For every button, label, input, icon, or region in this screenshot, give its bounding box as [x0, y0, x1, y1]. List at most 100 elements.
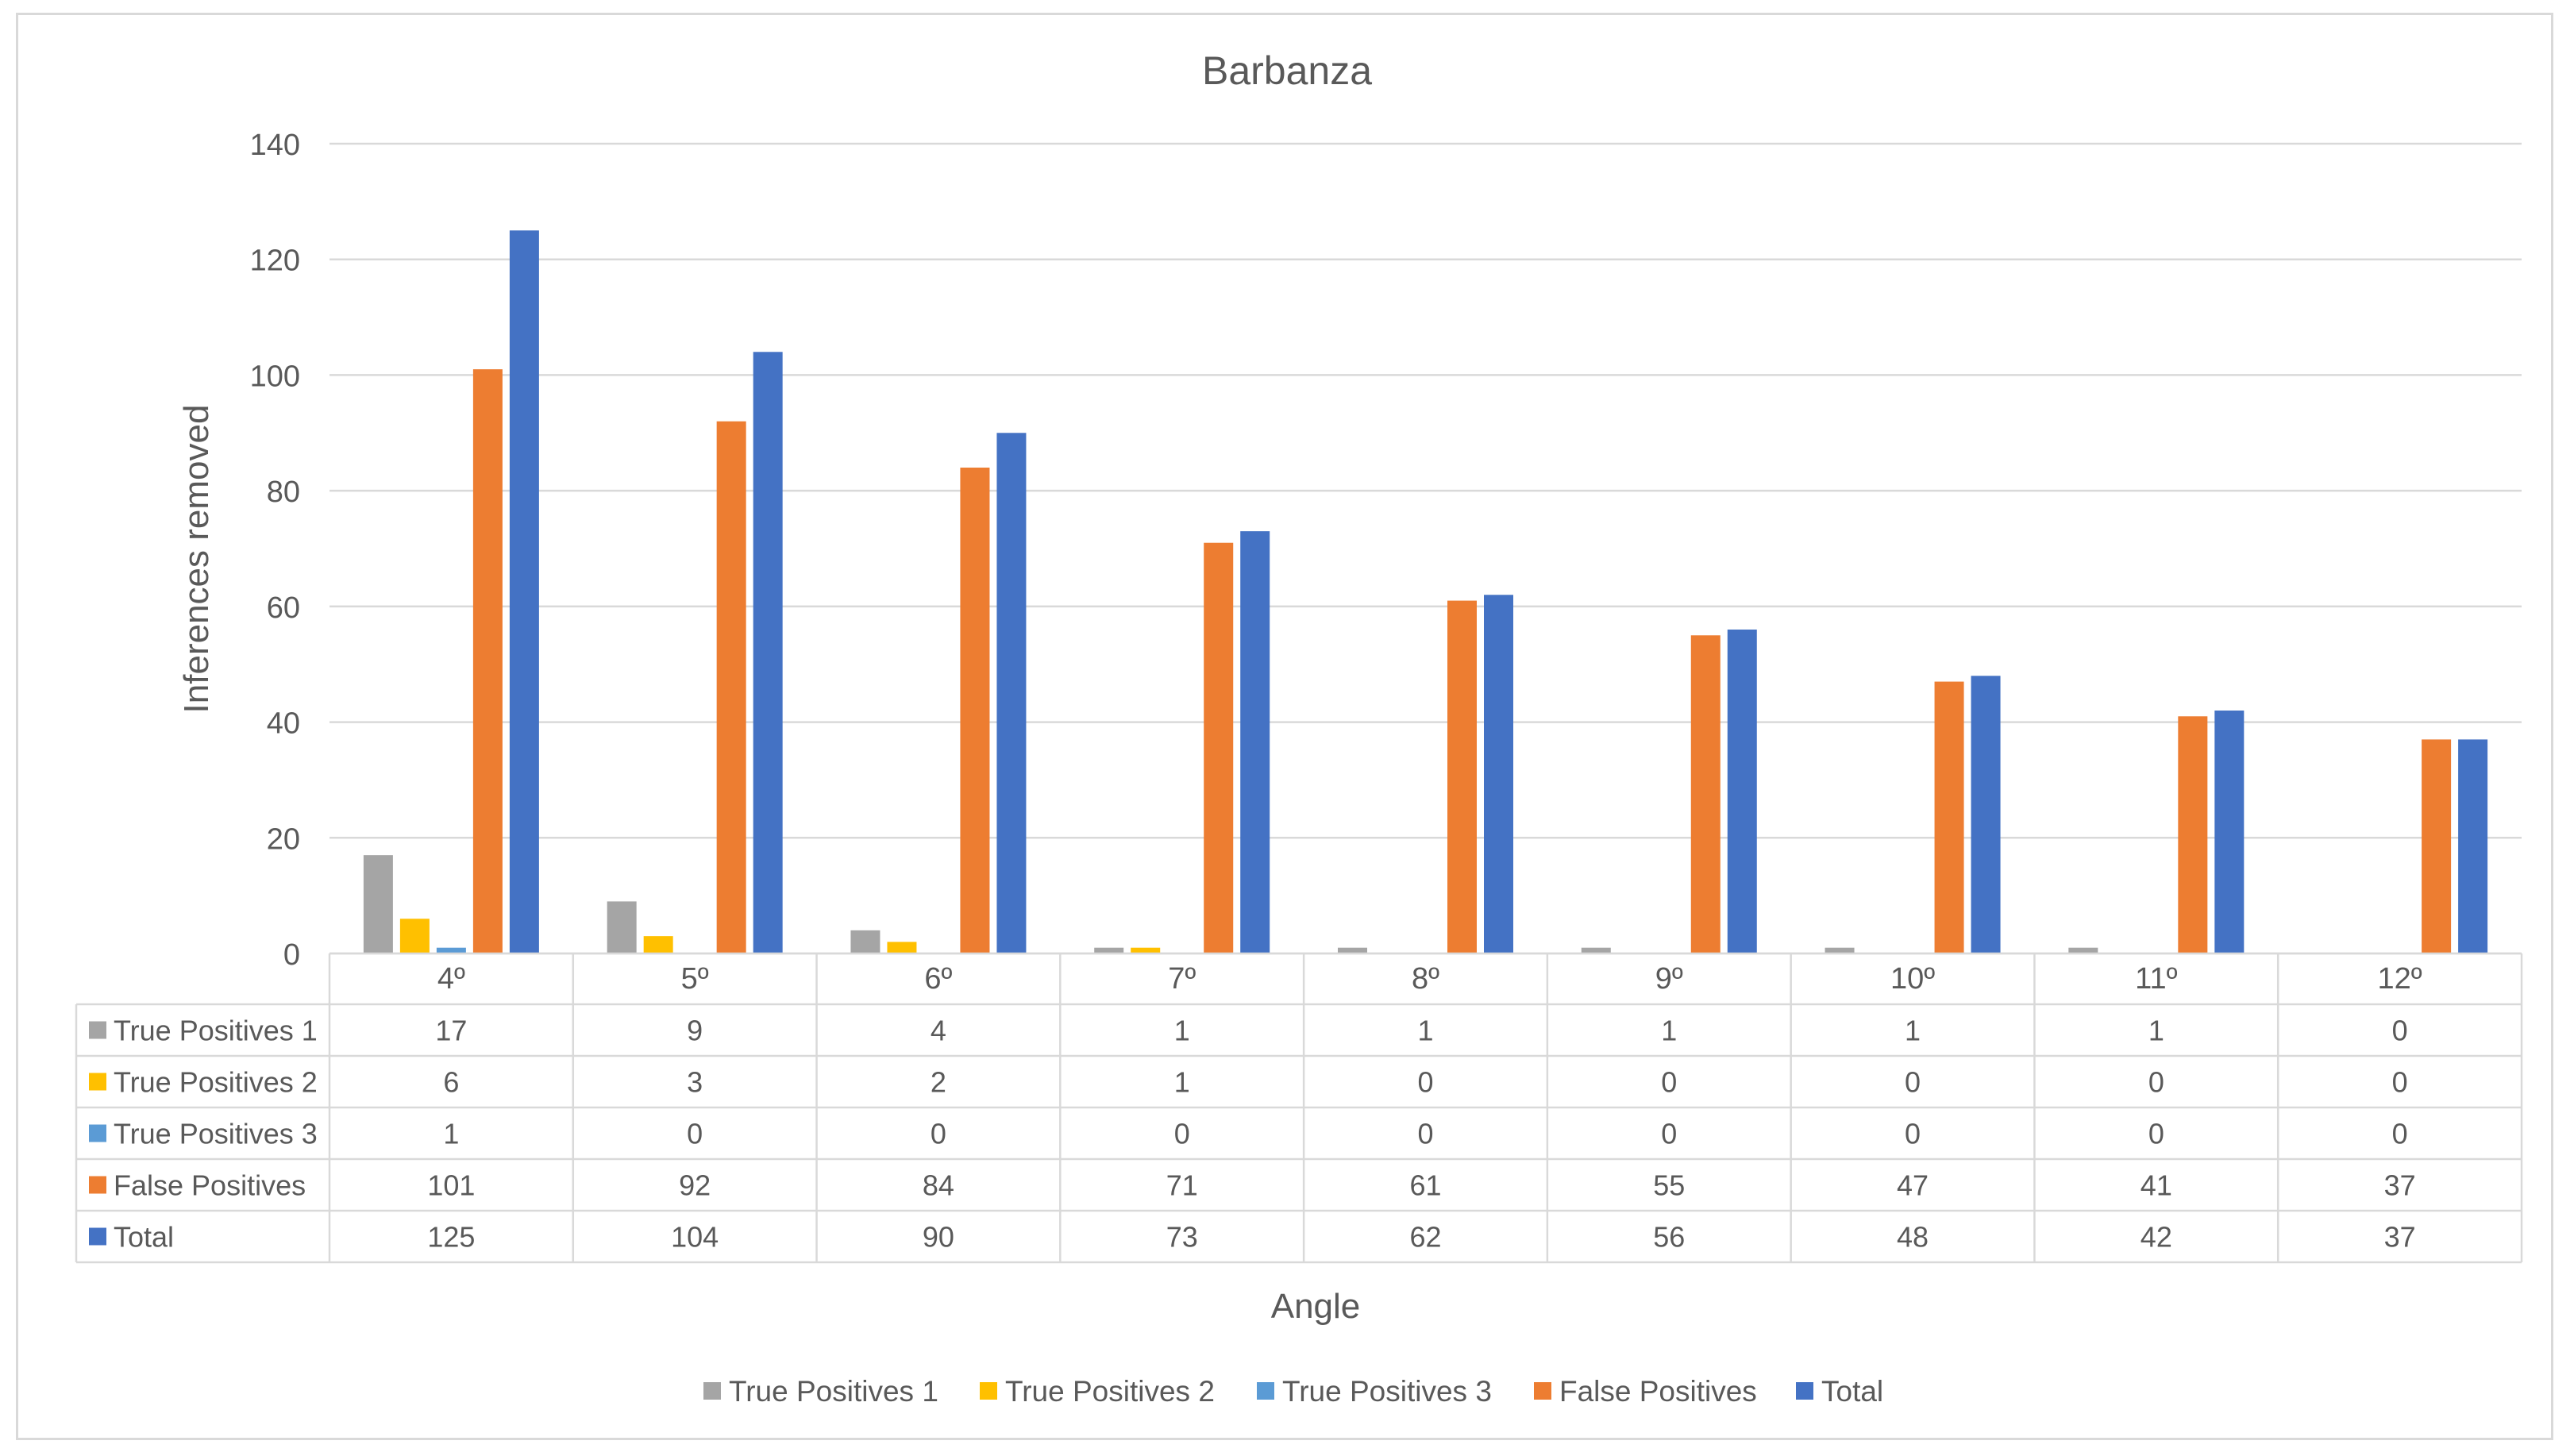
legend-swatch — [980, 1382, 997, 1400]
bar — [1825, 947, 1855, 953]
y-axis-label: Inferences removed — [177, 405, 216, 714]
table-cell: 71 — [1166, 1169, 1198, 1202]
table-row-label: Total — [114, 1221, 174, 1254]
legend-key-swatch — [89, 1124, 106, 1142]
table-cell: 1 — [1417, 1015, 1433, 1047]
table-cell: 3 — [687, 1066, 703, 1099]
bar — [363, 855, 393, 953]
bar — [1204, 542, 1234, 953]
x-tick-label: 12º — [2378, 962, 2422, 996]
legend-label: True Positives 2 — [1005, 1375, 1215, 1408]
table-cell: 0 — [2148, 1118, 2164, 1150]
bar — [2178, 716, 2208, 953]
legend-key-swatch — [89, 1227, 106, 1246]
table-cell: 6 — [443, 1066, 459, 1099]
bar — [1934, 681, 1964, 953]
table-cell: 0 — [1417, 1066, 1433, 1099]
y-tick-label: 80 — [267, 476, 300, 509]
table-cell: 0 — [1661, 1118, 1677, 1150]
legend-swatch — [1796, 1382, 1813, 1400]
bars — [363, 230, 2488, 954]
table-cell: 0 — [1174, 1118, 1190, 1150]
bar — [509, 230, 539, 953]
table-cell: 1 — [1174, 1015, 1190, 1047]
table-cell: 1 — [1661, 1015, 1677, 1047]
bar — [850, 930, 880, 953]
legend-swatch — [1257, 1382, 1274, 1400]
bar — [2458, 739, 2488, 953]
table-cell: 0 — [931, 1118, 946, 1150]
table-cell: 47 — [1897, 1169, 1929, 1202]
bar — [1971, 676, 2001, 953]
y-tick-label: 0 — [283, 938, 300, 972]
table-cell: 55 — [1653, 1169, 1685, 1202]
x-tick-label: 8º — [1412, 962, 1439, 996]
table-cell: 56 — [1653, 1221, 1685, 1254]
bar — [1131, 947, 1161, 953]
table-cell: 1 — [1174, 1066, 1190, 1099]
bar — [2214, 711, 2245, 953]
table-cell: 0 — [2392, 1015, 2408, 1047]
bar — [1581, 947, 1611, 953]
table-cell: 4 — [931, 1015, 946, 1047]
table-cell: 1 — [443, 1118, 459, 1150]
bar — [643, 936, 673, 953]
table-cell: 90 — [923, 1221, 954, 1254]
chart-frame — [16, 13, 2553, 1440]
table-cell: 2 — [931, 1066, 946, 1099]
y-tick-label: 40 — [267, 707, 300, 741]
table-cell: 37 — [2384, 1221, 2416, 1254]
legend-label: True Positives 3 — [1282, 1375, 1492, 1408]
table-cell: 41 — [2141, 1169, 2172, 1202]
legend: True Positives 1 True Positives 2 True Pos… — [703, 1375, 1883, 1408]
y-tick-label: 20 — [267, 822, 300, 856]
x-tick-label: 7º — [1168, 962, 1196, 996]
bar — [1240, 531, 1270, 953]
legend-label: Total — [1821, 1375, 1883, 1408]
bar — [1338, 947, 1367, 953]
x-tick-label: 10º — [1890, 962, 1935, 996]
bar — [1690, 635, 1720, 953]
y-tick-label: 60 — [267, 591, 300, 625]
table-cell: 0 — [1417, 1118, 1433, 1150]
table-cell: 84 — [923, 1169, 954, 1202]
table-cell: 1 — [2148, 1015, 2164, 1047]
x-tick-label: 11º — [2135, 962, 2177, 996]
legend-swatch — [703, 1382, 721, 1400]
table-row-label: True Positives 3 — [114, 1118, 318, 1150]
bar — [1094, 947, 1124, 953]
bar — [887, 942, 917, 953]
table-cell: 17 — [435, 1015, 467, 1047]
table-cell: 48 — [1897, 1221, 1929, 1254]
x-tick-label: 5º — [681, 962, 709, 996]
table-cell: 0 — [687, 1118, 703, 1150]
table-cell: 0 — [1661, 1066, 1677, 1099]
bar — [399, 919, 430, 953]
table-row-label: True Positives 2 — [114, 1066, 318, 1099]
data-table: 4º 5º 6º 7º 8º 9º 10º 11º 12º True Positives 1 17 9… — [75, 952, 2523, 1264]
table-cell: 0 — [1905, 1118, 1921, 1150]
table-cell: 62 — [1409, 1221, 1441, 1254]
x-axis-label: Angle — [1271, 1287, 1361, 1326]
table-cell: 0 — [2148, 1066, 2164, 1099]
bar — [1484, 595, 1513, 953]
bar — [2068, 947, 2098, 953]
bar — [716, 421, 746, 953]
table-cell: 61 — [1409, 1169, 1441, 1202]
x-tick-label: 4º — [437, 962, 465, 996]
chart-title: Barbanza — [1202, 48, 1372, 93]
x-tick-label: 9º — [1655, 962, 1683, 996]
bar — [436, 947, 466, 953]
legend-key-swatch — [89, 1176, 106, 1194]
table-cell: 125 — [427, 1221, 475, 1254]
table-cell: 0 — [2392, 1066, 2408, 1099]
bar — [1447, 600, 1477, 953]
y-axis-ticks: 0 20 40 60 80 100 120 140 — [250, 129, 300, 972]
legend-swatch — [1534, 1382, 1551, 1400]
bar — [996, 433, 1027, 953]
bar — [753, 352, 783, 953]
table-cell: 104 — [671, 1221, 719, 1254]
table-cell: 101 — [427, 1169, 475, 1202]
bar — [472, 369, 503, 954]
